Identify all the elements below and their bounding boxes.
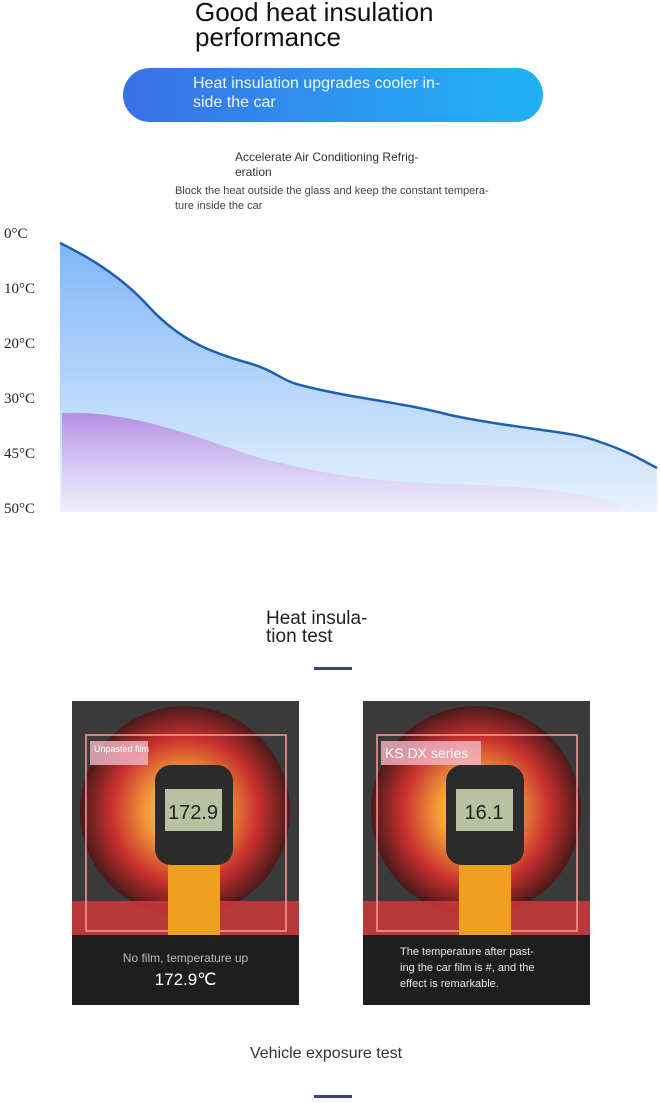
section-underline (314, 667, 352, 670)
section-title-line: Heat insula- (266, 608, 368, 629)
gun-reading: 172.9 (168, 802, 218, 824)
banner-line: side the car (193, 94, 276, 111)
axis-label: 45°C (4, 446, 36, 462)
title-line: Good heat insulation (195, 0, 434, 27)
purple-area (62, 412, 620, 512)
axis-label: 20°C (4, 336, 36, 352)
banner-text: Heat insulation upgrades cooler in- side… (193, 74, 440, 112)
section-underline (314, 1095, 352, 1098)
caption-line: ing the car film is #, and the (400, 962, 535, 974)
section-title-line: tion test (266, 626, 333, 647)
axis-label: 10°C (4, 281, 36, 297)
axis-label: 30°C (4, 391, 36, 407)
section-title: Heat insula- tion test (266, 608, 368, 647)
test-panel: 172.9 Unpasted film No film, temperature u… (72, 701, 299, 1005)
title-line: performance (195, 22, 341, 52)
caption-line: The temperature after past- (400, 946, 534, 958)
caption-line: effect is remarkable. (400, 978, 499, 990)
feature-text: Block the heat outside the glass and kee… (175, 184, 489, 214)
blue-curve (59, 241, 658, 470)
caption-temperature: 172.9℃ (154, 970, 217, 989)
section-title: Vehicle exposure test (249, 1045, 403, 1062)
banner (123, 68, 543, 122)
panel-tag: KS DX series (385, 745, 468, 761)
axis-label: 50°C (4, 501, 36, 517)
test-panel: 16.1 KS DX series The temperature after pa… (363, 701, 590, 1005)
caption-text: The temperature after past-ing the car f… (363, 935, 590, 992)
axis-label: 0°C (4, 226, 28, 242)
caption-line: No film, temperature up (122, 951, 249, 965)
temperature-graphic (59, 241, 658, 512)
feature-text-line: ture inside the car (175, 200, 263, 212)
feature-title-line: eration (235, 165, 272, 179)
tag-bg (90, 741, 148, 765)
gun-lcd (165, 789, 222, 831)
banner-line: Heat insulation upgrades cooler in- (193, 75, 441, 92)
title: Good heat insulation performance (195, 0, 434, 50)
panel-tag: Unpasted film (94, 744, 149, 754)
tag-bg (381, 741, 481, 765)
feature-title-line: Accelerate Air Conditioning Refrig- (235, 150, 419, 164)
gun-reading: 16.1 (465, 802, 504, 824)
test-photo: 172.9 Unpasted film (72, 701, 299, 935)
gun-lcd (456, 789, 513, 831)
test-photo: 16.1 KS DX series (363, 701, 590, 935)
feature-text-line: Block the heat outside the glass and kee… (175, 185, 489, 197)
feature-title: Accelerate Air Conditioning Refrig- erat… (235, 150, 418, 180)
panel-caption: No film, temperature up 172.9℃ (72, 935, 299, 1005)
panel-caption: The temperature after past-ing the car f… (363, 935, 590, 1005)
